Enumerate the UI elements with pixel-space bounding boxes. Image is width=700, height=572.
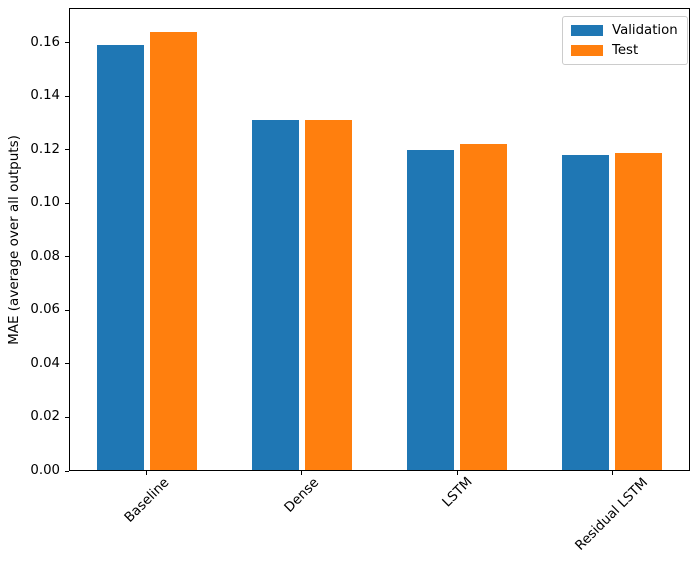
legend-swatch-test (571, 45, 603, 56)
x-tick-label-baseline: Baseline (121, 474, 173, 526)
y-tick-label: 0.14 (30, 88, 60, 104)
bar-validation-residual-lstm (562, 155, 610, 470)
y-tick-label: 0.00 (30, 463, 60, 479)
y-tick-label: 0.08 (30, 249, 60, 265)
bar-test-lstm (460, 144, 508, 470)
legend-label-test: Test (612, 43, 639, 58)
bar-validation-baseline (96, 45, 144, 470)
bar-test-baseline (149, 32, 197, 470)
bar-test-dense (304, 120, 352, 470)
y-tick-mark (65, 470, 69, 472)
x-tick-mark (146, 471, 148, 475)
y-tick-label: 0.02 (30, 409, 60, 425)
x-tick-label-residual-lstm: Residual LSTM (573, 475, 652, 554)
y-tick-label: 0.06 (30, 302, 60, 318)
legend-label-validation: Validation (612, 23, 678, 38)
y-tick-label: 0.10 (30, 195, 60, 211)
y-tick-label: 0.12 (30, 142, 60, 158)
legend: Validation Test (562, 16, 688, 65)
bar-validation-lstm (407, 149, 455, 470)
y-tick-mark (65, 42, 69, 44)
y-tick-label: 0.16 (30, 34, 60, 50)
y-tick-mark (65, 149, 69, 151)
y-tick-mark (65, 95, 69, 97)
x-tick-label-lstm: LSTM (439, 474, 476, 511)
y-axis-label-text: MAE (average over all outputs) (6, 135, 22, 345)
legend-item-validation: Validation (571, 23, 678, 38)
legend-swatch-validation (571, 25, 603, 36)
y-tick-mark (65, 416, 69, 418)
x-tick-label-dense: Dense (281, 474, 323, 516)
bar-test-residual-lstm (615, 152, 663, 470)
x-tick-mark (611, 471, 613, 475)
y-tick-mark (65, 256, 69, 258)
bar-validation-dense (251, 120, 299, 470)
legend-item-test: Test (571, 43, 678, 58)
x-tick-mark (301, 471, 303, 475)
y-tick-mark (65, 309, 69, 311)
y-tick-mark (65, 363, 69, 365)
y-tick-label: 0.04 (30, 356, 60, 372)
y-tick-mark (65, 202, 69, 204)
x-tick-mark (456, 471, 458, 475)
